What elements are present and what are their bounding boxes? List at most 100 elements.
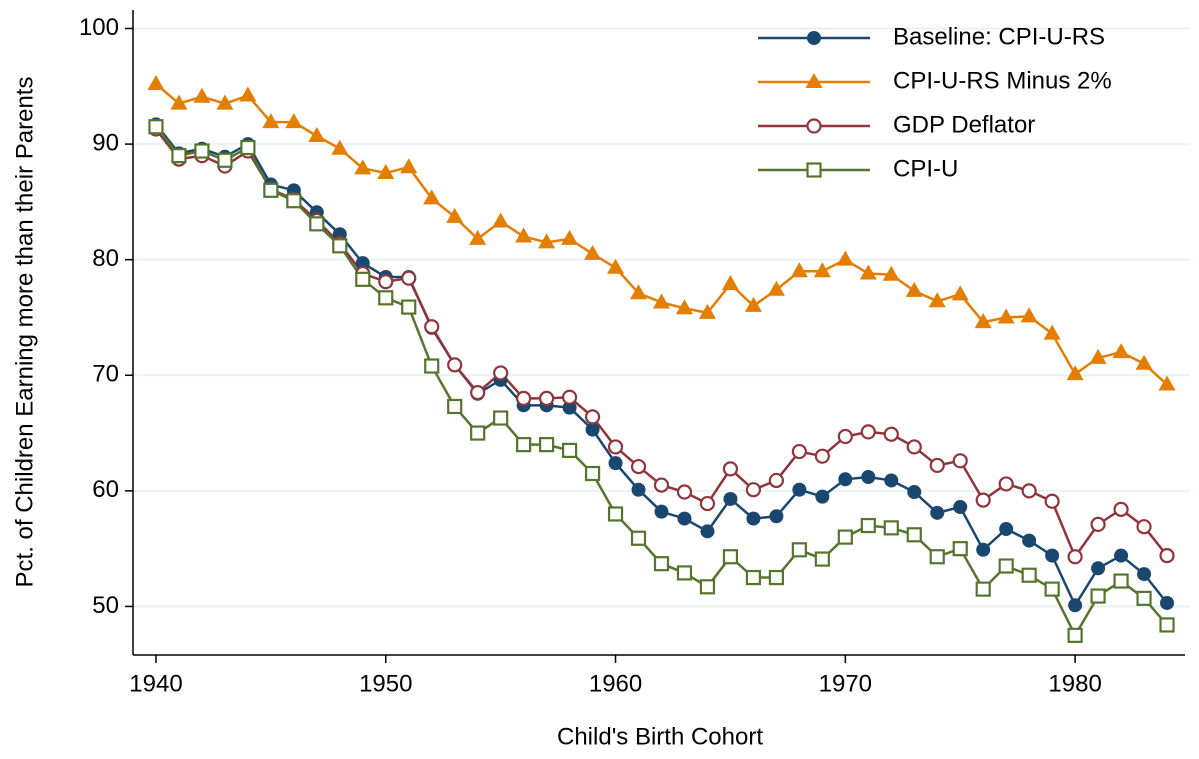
y-tick-label: 100 [79, 14, 119, 41]
marker [423, 189, 441, 205]
marker [400, 158, 418, 174]
marker [308, 126, 326, 142]
marker [746, 511, 761, 526]
marker [1112, 343, 1130, 359]
marker [1022, 533, 1037, 548]
x-axis-title: Child's Birth Cohort [557, 723, 763, 750]
legend-marker [807, 31, 821, 45]
marker [792, 482, 807, 497]
marker [584, 409, 601, 425]
marker [1089, 348, 1107, 364]
marker [1159, 617, 1175, 633]
marker [700, 524, 715, 539]
marker [538, 233, 556, 249]
marker [1136, 519, 1152, 535]
y-tick-label: 80 [92, 245, 119, 272]
marker [860, 424, 876, 440]
marker [262, 113, 280, 129]
marker [999, 522, 1014, 537]
marker [699, 579, 716, 595]
marker [1160, 595, 1175, 610]
marker [147, 74, 165, 90]
marker [952, 453, 968, 469]
marker [630, 530, 647, 546]
y-tick-label: 50 [92, 592, 119, 619]
y-tick-label: 70 [92, 361, 119, 388]
marker [1090, 516, 1106, 532]
marker [1136, 590, 1152, 606]
y-tick-label: 60 [92, 476, 119, 503]
marker [838, 472, 853, 487]
marker [470, 425, 486, 441]
marker [1020, 307, 1038, 323]
marker [654, 504, 669, 519]
series-line [154, 123, 1168, 608]
marker [813, 262, 831, 278]
marker [607, 258, 625, 274]
y-axis-title: Pct. of Children Earning more than their… [11, 77, 38, 588]
marker [193, 87, 211, 103]
marker [744, 296, 762, 312]
marker [263, 182, 279, 198]
marker [790, 262, 808, 278]
marker [653, 556, 670, 572]
marker [722, 461, 739, 477]
marker [907, 485, 922, 500]
marker [608, 456, 623, 471]
legend-marker [805, 73, 823, 88]
marker [1067, 549, 1083, 565]
marker [928, 292, 946, 308]
legend-marker [806, 162, 822, 178]
marker [607, 506, 624, 522]
legend-marker [806, 118, 822, 134]
marker [447, 357, 463, 373]
marker [721, 274, 739, 290]
marker [1113, 573, 1129, 589]
marker [585, 422, 600, 437]
marker [676, 565, 693, 581]
legend-label: GDP Deflator [893, 111, 1035, 138]
marker [377, 163, 395, 179]
marker [355, 256, 370, 271]
marker [815, 489, 830, 504]
marker [998, 558, 1014, 574]
marker [469, 229, 487, 245]
marker [217, 152, 233, 168]
marker [975, 492, 991, 508]
y-tick-label: 90 [92, 129, 119, 156]
marker [630, 284, 648, 300]
marker [1090, 588, 1106, 604]
marker [239, 86, 257, 102]
marker [951, 285, 969, 301]
marker [584, 244, 602, 260]
marker [539, 390, 555, 406]
marker [767, 280, 785, 296]
marker [286, 193, 302, 209]
marker [836, 250, 854, 266]
marker [952, 541, 968, 557]
marker [447, 398, 463, 415]
marker [424, 358, 440, 374]
marker [240, 139, 256, 156]
marker [561, 389, 578, 405]
marker [216, 94, 234, 110]
marker [1158, 375, 1176, 391]
marker [768, 569, 784, 586]
marker [1021, 483, 1037, 499]
marker [953, 500, 968, 515]
marker [561, 229, 579, 245]
marker [998, 476, 1014, 492]
marker [1067, 627, 1083, 643]
marker [516, 390, 532, 406]
marker [1091, 561, 1106, 576]
marker [378, 274, 394, 290]
marker [976, 542, 991, 557]
marker [837, 428, 853, 445]
marker [905, 281, 923, 297]
marker [723, 491, 738, 506]
marker [1113, 501, 1129, 517]
marker [1135, 354, 1153, 370]
marker [1044, 493, 1060, 509]
marker [859, 264, 877, 280]
